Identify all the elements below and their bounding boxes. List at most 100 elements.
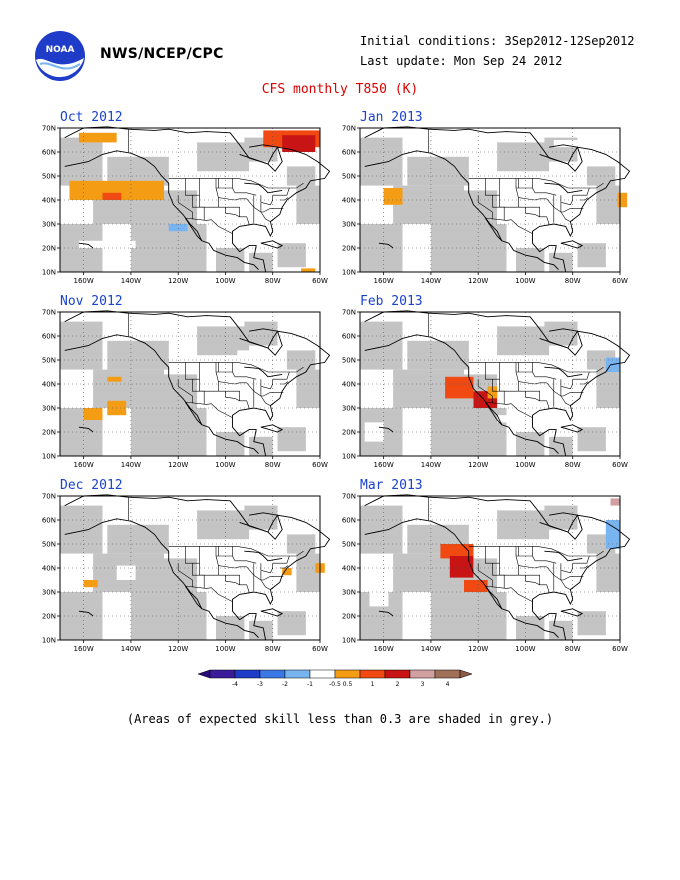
lat-label: 10N <box>342 269 356 277</box>
lon-label: 140W <box>121 461 141 469</box>
low-skill-shading <box>296 369 320 408</box>
coastline <box>539 144 579 165</box>
low-skill-shading <box>107 524 169 554</box>
panel-map: 160W 140W 120W 100W 80W 60W 70N 60N 50N 40N 30N 20N… <box>42 125 331 285</box>
lat-label: 70N <box>342 125 356 133</box>
lat-label: 40N <box>342 565 356 573</box>
colorbar-low-arrow <box>197 669 211 679</box>
lon-label: 60W <box>312 277 328 285</box>
temperature-anomaly-region <box>487 386 498 399</box>
lat-label: 70N <box>342 493 356 501</box>
colorbar-label: 4 <box>446 681 450 688</box>
state-border <box>261 195 273 206</box>
map-frame: 160W 140W 120W 100W 80W 60W 70N 60N 50N 40N 30N 20N… <box>42 493 331 653</box>
state-border <box>234 560 257 564</box>
lon-label: 80W <box>265 277 281 285</box>
low-skill-shading <box>277 427 306 452</box>
temperature-anomaly-region <box>364 422 384 442</box>
colorbar-high-arrow <box>459 669 473 679</box>
lon-label: 100W <box>215 645 235 653</box>
low-skill-shading <box>286 166 316 186</box>
lat-label: 20N <box>342 429 356 437</box>
colorbar-segment <box>409 669 436 679</box>
lon-label: 80W <box>565 461 581 469</box>
low-skill-shading <box>596 369 620 408</box>
lat-label: 10N <box>342 453 356 461</box>
coastline <box>78 610 94 617</box>
low-skill-shading <box>244 505 278 530</box>
figure-title: CFS monthly T850 (K) <box>261 82 419 97</box>
coastline <box>560 424 584 433</box>
colorbar-label: -4 <box>232 681 238 688</box>
low-skill-shading <box>360 137 403 186</box>
state-border <box>279 197 289 201</box>
state-border <box>168 546 304 557</box>
state-border <box>477 379 493 404</box>
state-border <box>192 563 205 589</box>
lat-label: 40N <box>342 197 356 205</box>
state-border <box>468 362 604 373</box>
state-border <box>192 195 205 221</box>
state-border <box>192 379 205 405</box>
panel-title: Dec 2012 <box>60 478 123 493</box>
low-skill-shading <box>296 553 320 592</box>
temperature-anomaly-region <box>282 568 292 576</box>
temperature-anomaly-region <box>102 192 122 200</box>
temperature-anomaly-region <box>78 240 136 248</box>
low-skill-shading <box>596 553 620 592</box>
state-border <box>561 563 573 574</box>
state-border <box>534 560 557 564</box>
low-skill-shading <box>249 436 273 456</box>
coastline <box>64 334 259 454</box>
state-border <box>261 563 273 574</box>
lon-label: 140W <box>421 461 441 469</box>
panel-map: 160W 140W 120W 100W 80W 60W 70N 60N 50N 40N 30N 20N… <box>42 309 331 469</box>
temperature-anomaly-region <box>445 376 474 399</box>
lat-label: 70N <box>42 493 56 501</box>
state-border <box>168 362 304 373</box>
state-border <box>492 563 505 589</box>
state-border <box>225 575 240 586</box>
state-border <box>499 546 519 576</box>
lat-label: 10N <box>342 637 356 645</box>
coastline <box>560 608 584 617</box>
lon-label: 100W <box>515 645 535 653</box>
lat-label: 50N <box>42 357 56 365</box>
low-skill-shading <box>107 340 169 370</box>
coastline <box>78 242 94 249</box>
temperature-anomaly-region <box>617 192 628 208</box>
colorbar-segment <box>359 669 386 679</box>
map-frame: 160W 140W 120W 100W 80W 60W 70N 60N 50N 40N 30N 20N… <box>42 309 331 469</box>
low-skill-shading <box>544 505 578 530</box>
temperature-anomaly-region <box>464 580 488 592</box>
lat-label: 60N <box>342 333 356 341</box>
low-skill-shading <box>197 142 250 172</box>
temperature-anomaly-region <box>107 376 122 382</box>
lat-label: 20N <box>42 429 56 437</box>
state-border <box>177 195 193 220</box>
noaa-logo-icon: NOAA <box>35 31 85 81</box>
map-panel-mar-2013: Mar 2013 160W 140W 120W 100W 80W 60W 70N 60N 50N… <box>330 478 631 653</box>
colorbar-label: -3 <box>257 681 263 688</box>
lat-label: 60N <box>342 149 356 157</box>
lat-label: 50N <box>342 541 356 549</box>
colorbar-legend: -4 -3 -2 -1 -0.5 0.5 1 2 3 4 <box>197 669 473 688</box>
coastline <box>64 494 331 641</box>
panel-map: 160W 140W 120W 100W 80W 60W 70N 60N 50N 40N 30N 20N… <box>342 493 631 653</box>
temperature-anomaly-region <box>497 415 507 423</box>
colorbar-label: 1 <box>371 681 375 688</box>
lon-label: 100W <box>215 461 235 469</box>
lon-label: 160W <box>373 645 393 653</box>
low-skill-shading <box>360 321 403 370</box>
lon-label: 120W <box>168 645 188 653</box>
coastline <box>239 328 279 349</box>
state-border <box>499 362 519 392</box>
state-border <box>185 217 233 234</box>
state-border <box>279 381 289 385</box>
state-border <box>485 401 533 418</box>
lat-label: 30N <box>342 221 356 229</box>
lon-label: 160W <box>373 277 393 285</box>
map-panel-oct-2012: Oct 2012 160W 140W 120W 100W 80W 60W 70N 60N 50N… <box>30 110 331 285</box>
state-border <box>260 211 271 222</box>
state-border <box>485 585 533 602</box>
